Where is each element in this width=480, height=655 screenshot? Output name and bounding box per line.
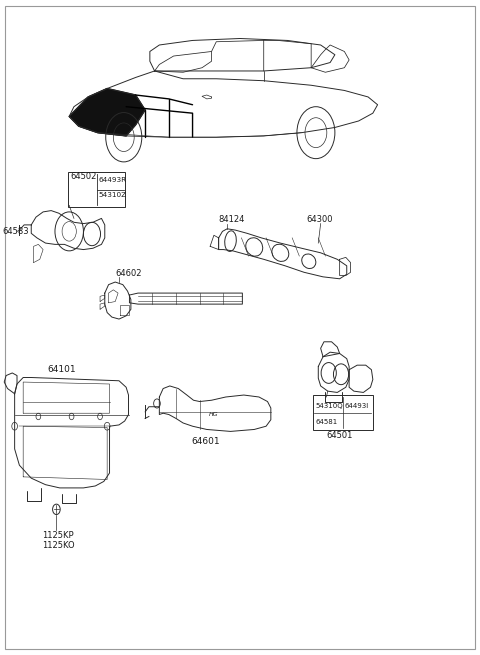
Text: 1125KO: 1125KO	[42, 540, 75, 550]
FancyBboxPatch shape	[68, 172, 125, 208]
Text: 64300: 64300	[306, 215, 333, 224]
Text: 64583: 64583	[3, 227, 29, 236]
Text: 64493R: 64493R	[98, 177, 127, 183]
Text: 64502: 64502	[70, 172, 96, 181]
Text: 84124: 84124	[219, 215, 245, 224]
Text: 64501: 64501	[327, 431, 353, 440]
Text: 64101: 64101	[47, 365, 75, 374]
Text: HG: HG	[209, 413, 219, 417]
FancyBboxPatch shape	[313, 395, 373, 430]
Text: 1125KP: 1125KP	[42, 531, 74, 540]
Text: 64602: 64602	[115, 269, 142, 278]
Polygon shape	[69, 88, 145, 136]
Text: 64493l: 64493l	[344, 403, 369, 409]
Text: 54310Z: 54310Z	[98, 192, 127, 198]
Text: 64601: 64601	[192, 438, 220, 447]
Text: 54310Q: 54310Q	[315, 403, 343, 409]
Text: 64581: 64581	[315, 419, 338, 424]
